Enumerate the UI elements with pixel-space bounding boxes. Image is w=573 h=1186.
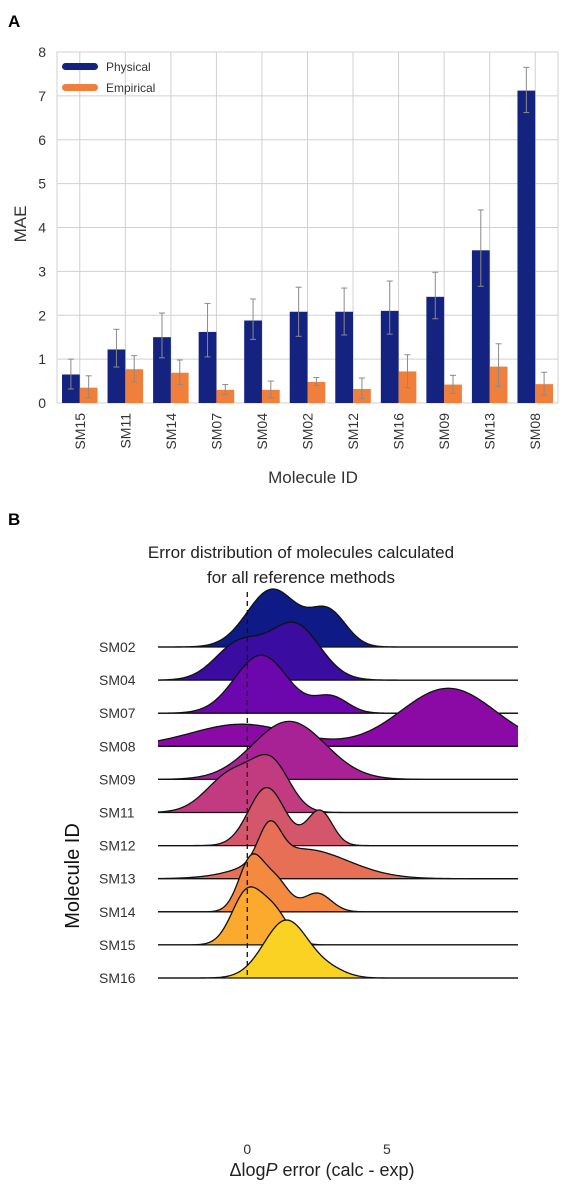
bar-chart-legend: Physical Empirical — [62, 60, 155, 95]
ridge-fill-sm02 — [158, 589, 518, 647]
ridge-x-tick-label: 5 — [383, 1141, 391, 1157]
ridge-label-sm16: SM16 — [99, 970, 136, 986]
ridge-label-sm04: SM04 — [99, 672, 136, 688]
panel-label-a: A — [8, 12, 20, 31]
bar-chart-y-ticks: 0 1 2 3 4 5 6 7 8 — [38, 44, 46, 411]
bar-physical — [380, 310, 399, 403]
x-title-prefix: Δlog — [229, 1160, 265, 1180]
ridgeline-x-axis-title: ΔlogP error (calc - exp) — [229, 1160, 414, 1180]
y-tick-label: 0 — [38, 395, 46, 411]
x-tick-label: SM02 — [300, 413, 316, 450]
x-tick-label: SM04 — [254, 413, 270, 450]
ridge-label-sm07: SM07 — [99, 705, 136, 721]
ridge-fill-sm07 — [158, 655, 518, 714]
panel-a: A 0 1 2 3 4 5 6 7 8 SM15 SM11 SM14 SM07 SM04 SM02 SM12… — [8, 12, 559, 487]
x-tick-label: SM16 — [391, 413, 407, 450]
ridge-outline-sm08 — [157, 687, 519, 742]
ridge-fill-sm13 — [158, 820, 518, 879]
ridge-fill-sm12 — [158, 787, 518, 846]
panel-label-b: B — [8, 510, 20, 529]
bar-empirical — [170, 372, 189, 403]
bar-empirical — [216, 389, 235, 403]
bar-physical — [153, 337, 171, 403]
ridgeline-y-axis-title: Molecule ID — [62, 823, 84, 929]
bar-physical — [198, 331, 217, 403]
y-tick-label: 6 — [38, 132, 46, 148]
ridge-label-sm15: SM15 — [99, 937, 136, 953]
bar-physical — [471, 250, 490, 403]
x-tick-label: SM15 — [72, 413, 88, 450]
x-tick-label: SM11 — [117, 413, 133, 449]
ridgeline-title-line-1: Error distribution of molecules calculat… — [148, 543, 454, 562]
panel-b: B Error distribution of molecules calcul… — [8, 510, 519, 1180]
ridge-label-sm11: SM11 — [99, 805, 135, 821]
bar-physical — [335, 311, 354, 403]
ridge-label-sm12: SM12 — [99, 838, 136, 854]
bar-empirical — [125, 369, 144, 403]
ridge-fill-sm11 — [158, 754, 518, 813]
ridge-label-sm08: SM08 — [99, 738, 136, 754]
x-tick-label: SM08 — [527, 413, 543, 450]
legend-label-empirical: Empirical — [106, 81, 155, 95]
ridgeline-title-line-2: for all reference methods — [207, 568, 395, 587]
x-tick-label: SM12 — [345, 413, 361, 450]
legend-swatch-physical — [62, 63, 98, 70]
y-tick-label: 1 — [38, 351, 46, 367]
x-tick-label: SM09 — [436, 413, 452, 450]
bar-chart-error-bars — [67, 66, 548, 400]
bar-chart-bars — [62, 90, 553, 404]
ridge-x-tick-label: 0 — [243, 1141, 251, 1157]
bar-chart-y-axis-title: MAE — [11, 206, 30, 243]
ridgeline-category-labels: SM02 SM04 SM07 SM08 SM09 SM11 SM12 SM13 SM14 SM15… — [99, 639, 136, 986]
ridgeline-distributions — [157, 588, 519, 979]
y-tick-label: 8 — [38, 44, 46, 60]
bar-chart-x-ticks: SM15 SM11 SM14 SM07 SM04 SM02 SM12 SM16 SM09 SM13… — [72, 413, 543, 450]
ridge-label-sm02: SM02 — [99, 639, 136, 655]
bar-physical — [244, 320, 262, 403]
legend-swatch-empirical — [62, 84, 98, 91]
bar-physical — [426, 296, 445, 403]
x-title-suffix: error (calc - exp) — [278, 1160, 415, 1180]
bar-physical — [107, 349, 126, 403]
ridge-label-sm14: SM14 — [99, 904, 136, 920]
ridge-fill-sm16 — [158, 920, 518, 978]
y-tick-label: 5 — [38, 176, 46, 192]
y-tick-label: 4 — [38, 220, 46, 236]
ridge-label-sm13: SM13 — [99, 871, 136, 887]
legend-label-physical: Physical — [106, 60, 151, 74]
y-tick-label: 7 — [38, 88, 46, 104]
x-tick-label: SM07 — [208, 413, 224, 450]
ridge-fill-sm15 — [158, 886, 518, 945]
bar-empirical — [307, 381, 326, 403]
ridge-outline-sm15 — [158, 886, 518, 946]
bar-chart-x-axis-title: Molecule ID — [268, 468, 358, 487]
x-tick-label: SM14 — [163, 413, 179, 450]
bar-physical — [289, 311, 308, 403]
bar-physical — [517, 90, 536, 404]
ridge-fill-sm08 — [158, 688, 518, 747]
y-tick-label: 3 — [38, 263, 46, 279]
y-tick-label: 2 — [38, 307, 46, 323]
x-title-italic: P — [266, 1160, 278, 1180]
x-tick-label: SM13 — [482, 413, 498, 450]
ridge-label-sm09: SM09 — [99, 771, 136, 787]
